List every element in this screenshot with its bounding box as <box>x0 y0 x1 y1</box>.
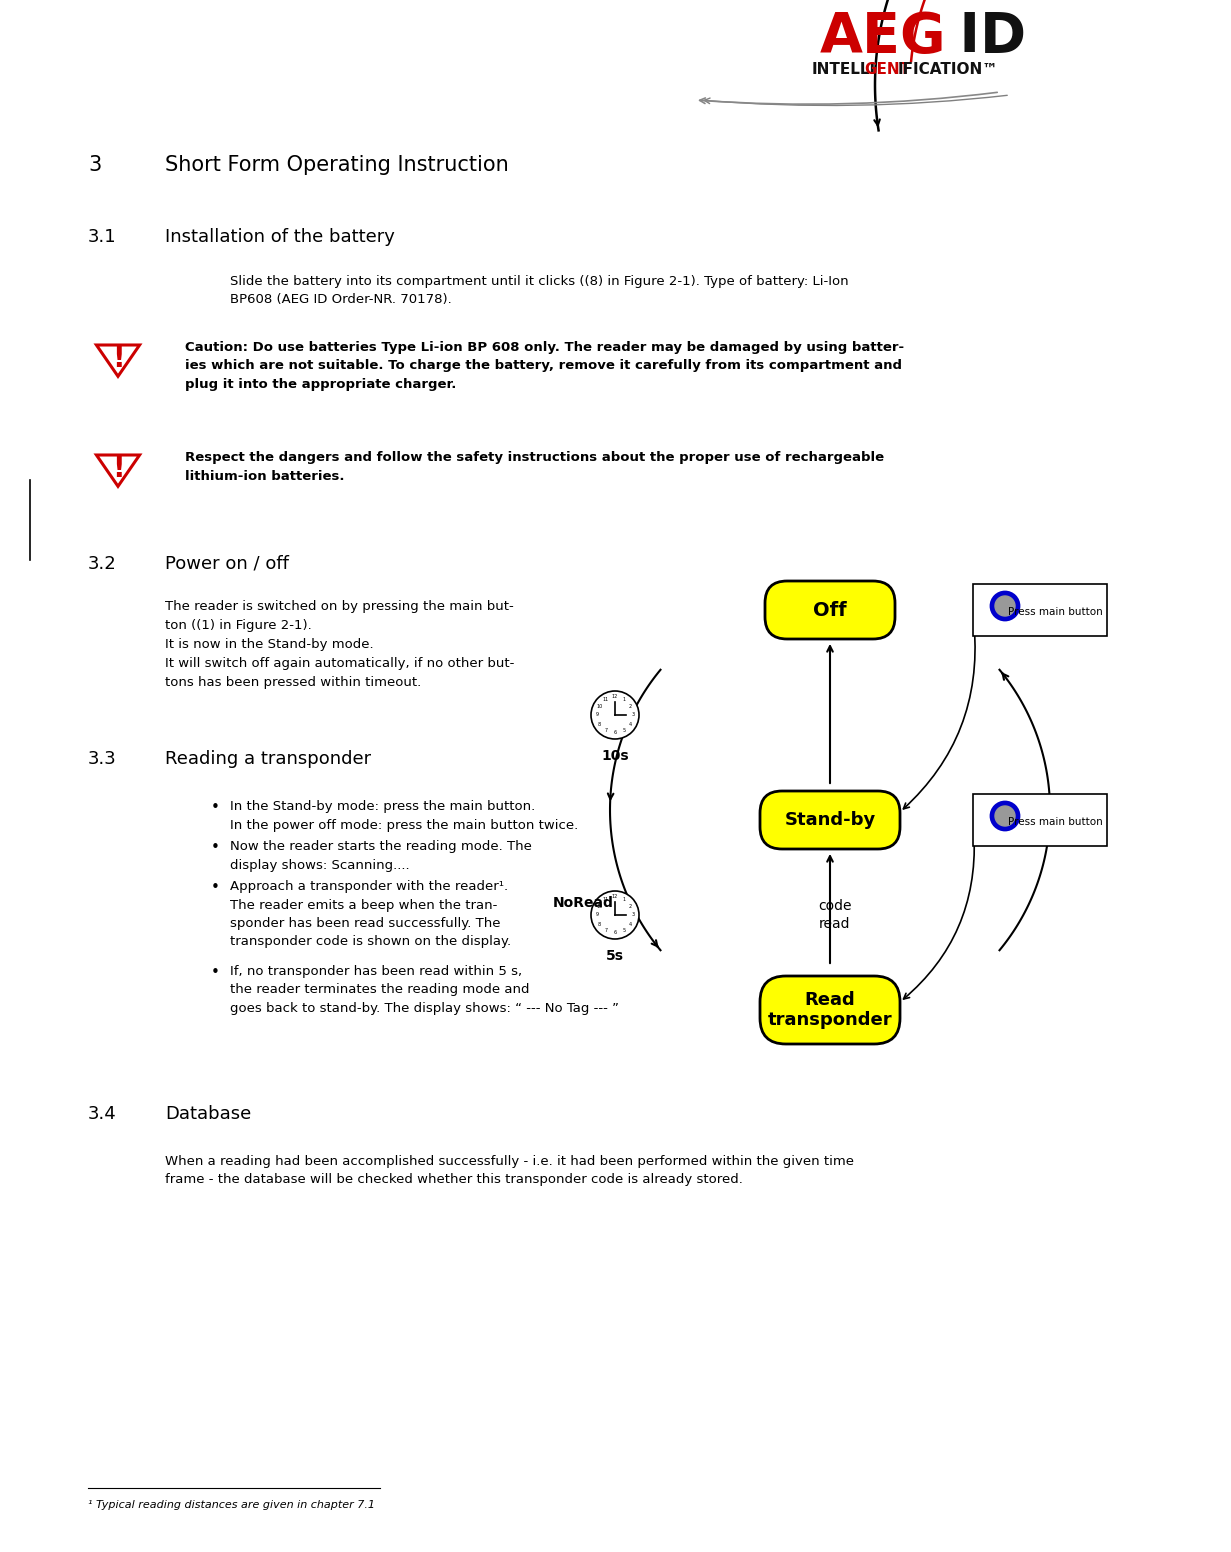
Text: 3.4: 3.4 <box>87 1105 117 1124</box>
Text: Reading a transponder: Reading a transponder <box>165 750 371 768</box>
Text: 7: 7 <box>604 928 608 933</box>
FancyBboxPatch shape <box>972 584 1107 636</box>
Circle shape <box>991 802 1019 830</box>
Text: Now the reader starts the reading mode. The
display shows: Scanning....: Now the reader starts the reading mode. … <box>230 840 532 872</box>
Text: 4: 4 <box>629 922 633 927</box>
Text: Caution: Do use batteries Type Li-ion BP 608 only. The reader may be damaged by : Caution: Do use batteries Type Li-ion BP… <box>185 341 904 391</box>
Text: 5: 5 <box>623 728 625 733</box>
Text: Short Form Operating Instruction: Short Form Operating Instruction <box>165 155 508 175</box>
Text: In the Stand-by mode: press the main button.
In the power off mode: press the ma: In the Stand-by mode: press the main but… <box>230 799 579 832</box>
Text: 11: 11 <box>603 897 609 902</box>
Text: 8: 8 <box>598 922 601 927</box>
Text: AEG: AEG <box>820 9 947 64</box>
Text: 9: 9 <box>596 712 598 717</box>
Text: 3.3: 3.3 <box>87 750 117 768</box>
Text: When a reading had been accomplished successfully - i.e. it had been performed w: When a reading had been accomplished suc… <box>165 1155 854 1186</box>
Text: 3.2: 3.2 <box>87 556 117 573</box>
Text: 3: 3 <box>87 155 101 175</box>
Text: GENT: GENT <box>864 62 910 78</box>
Circle shape <box>591 891 639 939</box>
Text: 7: 7 <box>604 728 608 733</box>
Text: 6: 6 <box>613 931 617 936</box>
Text: 11: 11 <box>603 697 609 702</box>
Text: Power on / off: Power on / off <box>165 556 289 573</box>
Text: •: • <box>211 880 219 896</box>
Text: 1: 1 <box>623 897 625 902</box>
Text: Press main button: Press main button <box>1008 607 1103 618</box>
Text: Approach a transponder with the reader¹.
The reader emits a beep when the tran-
: Approach a transponder with the reader¹.… <box>230 880 511 948</box>
Circle shape <box>991 591 1019 619</box>
FancyBboxPatch shape <box>760 976 900 1044</box>
Text: Off: Off <box>814 601 847 619</box>
FancyBboxPatch shape <box>972 795 1107 846</box>
Text: •: • <box>211 840 219 855</box>
Text: !: ! <box>112 455 124 483</box>
Text: 8: 8 <box>598 722 601 726</box>
Text: 12: 12 <box>612 894 618 900</box>
Text: 9: 9 <box>596 913 598 917</box>
Text: 12: 12 <box>612 694 618 700</box>
Text: IFICATION™: IFICATION™ <box>897 62 998 78</box>
Text: !: ! <box>112 345 124 372</box>
Text: 1: 1 <box>623 697 625 702</box>
FancyBboxPatch shape <box>764 580 895 639</box>
Text: 10: 10 <box>596 703 602 709</box>
Text: ID: ID <box>940 9 1027 64</box>
Text: •: • <box>211 799 219 815</box>
Text: Respect the dangers and follow the safety instructions about the proper use of r: Respect the dangers and follow the safet… <box>185 452 884 483</box>
Text: Press main button: Press main button <box>1008 816 1103 827</box>
FancyBboxPatch shape <box>760 792 900 849</box>
Text: The reader is switched on by pressing the main but-
ton ((1) in Figure 2-1).
It : The reader is switched on by pressing th… <box>165 601 515 689</box>
Text: 3: 3 <box>632 712 634 717</box>
Circle shape <box>995 805 1016 826</box>
Text: NoRead: NoRead <box>553 896 613 909</box>
Text: 10: 10 <box>596 903 602 908</box>
Text: Read
transponder: Read transponder <box>768 990 892 1029</box>
Text: If, no transponder has been read within 5 s,
the reader terminates the reading m: If, no transponder has been read within … <box>230 965 619 1015</box>
Circle shape <box>995 596 1016 616</box>
Text: Installation of the battery: Installation of the battery <box>165 228 395 247</box>
Text: 3.1: 3.1 <box>87 228 117 247</box>
Text: 4: 4 <box>629 722 633 726</box>
Circle shape <box>591 691 639 739</box>
Text: 5: 5 <box>623 928 625 933</box>
Text: Slide the battery into its compartment until it clicks ((8) in Figure 2-1). Type: Slide the battery into its compartment u… <box>230 275 848 306</box>
Text: code
read: code read <box>819 899 852 931</box>
Text: INTELLI: INTELLI <box>812 62 876 78</box>
Text: 5s: 5s <box>606 948 624 962</box>
Text: •: • <box>211 965 219 979</box>
Text: Database: Database <box>165 1105 251 1124</box>
Text: 2: 2 <box>629 703 633 709</box>
Text: Stand-by: Stand-by <box>784 812 875 829</box>
Text: ¹ Typical reading distances are given in chapter 7.1: ¹ Typical reading distances are given in… <box>87 1499 375 1510</box>
Text: 2: 2 <box>629 903 633 908</box>
Text: 10s: 10s <box>601 750 629 764</box>
Text: 6: 6 <box>613 731 617 736</box>
Text: 3: 3 <box>632 913 634 917</box>
